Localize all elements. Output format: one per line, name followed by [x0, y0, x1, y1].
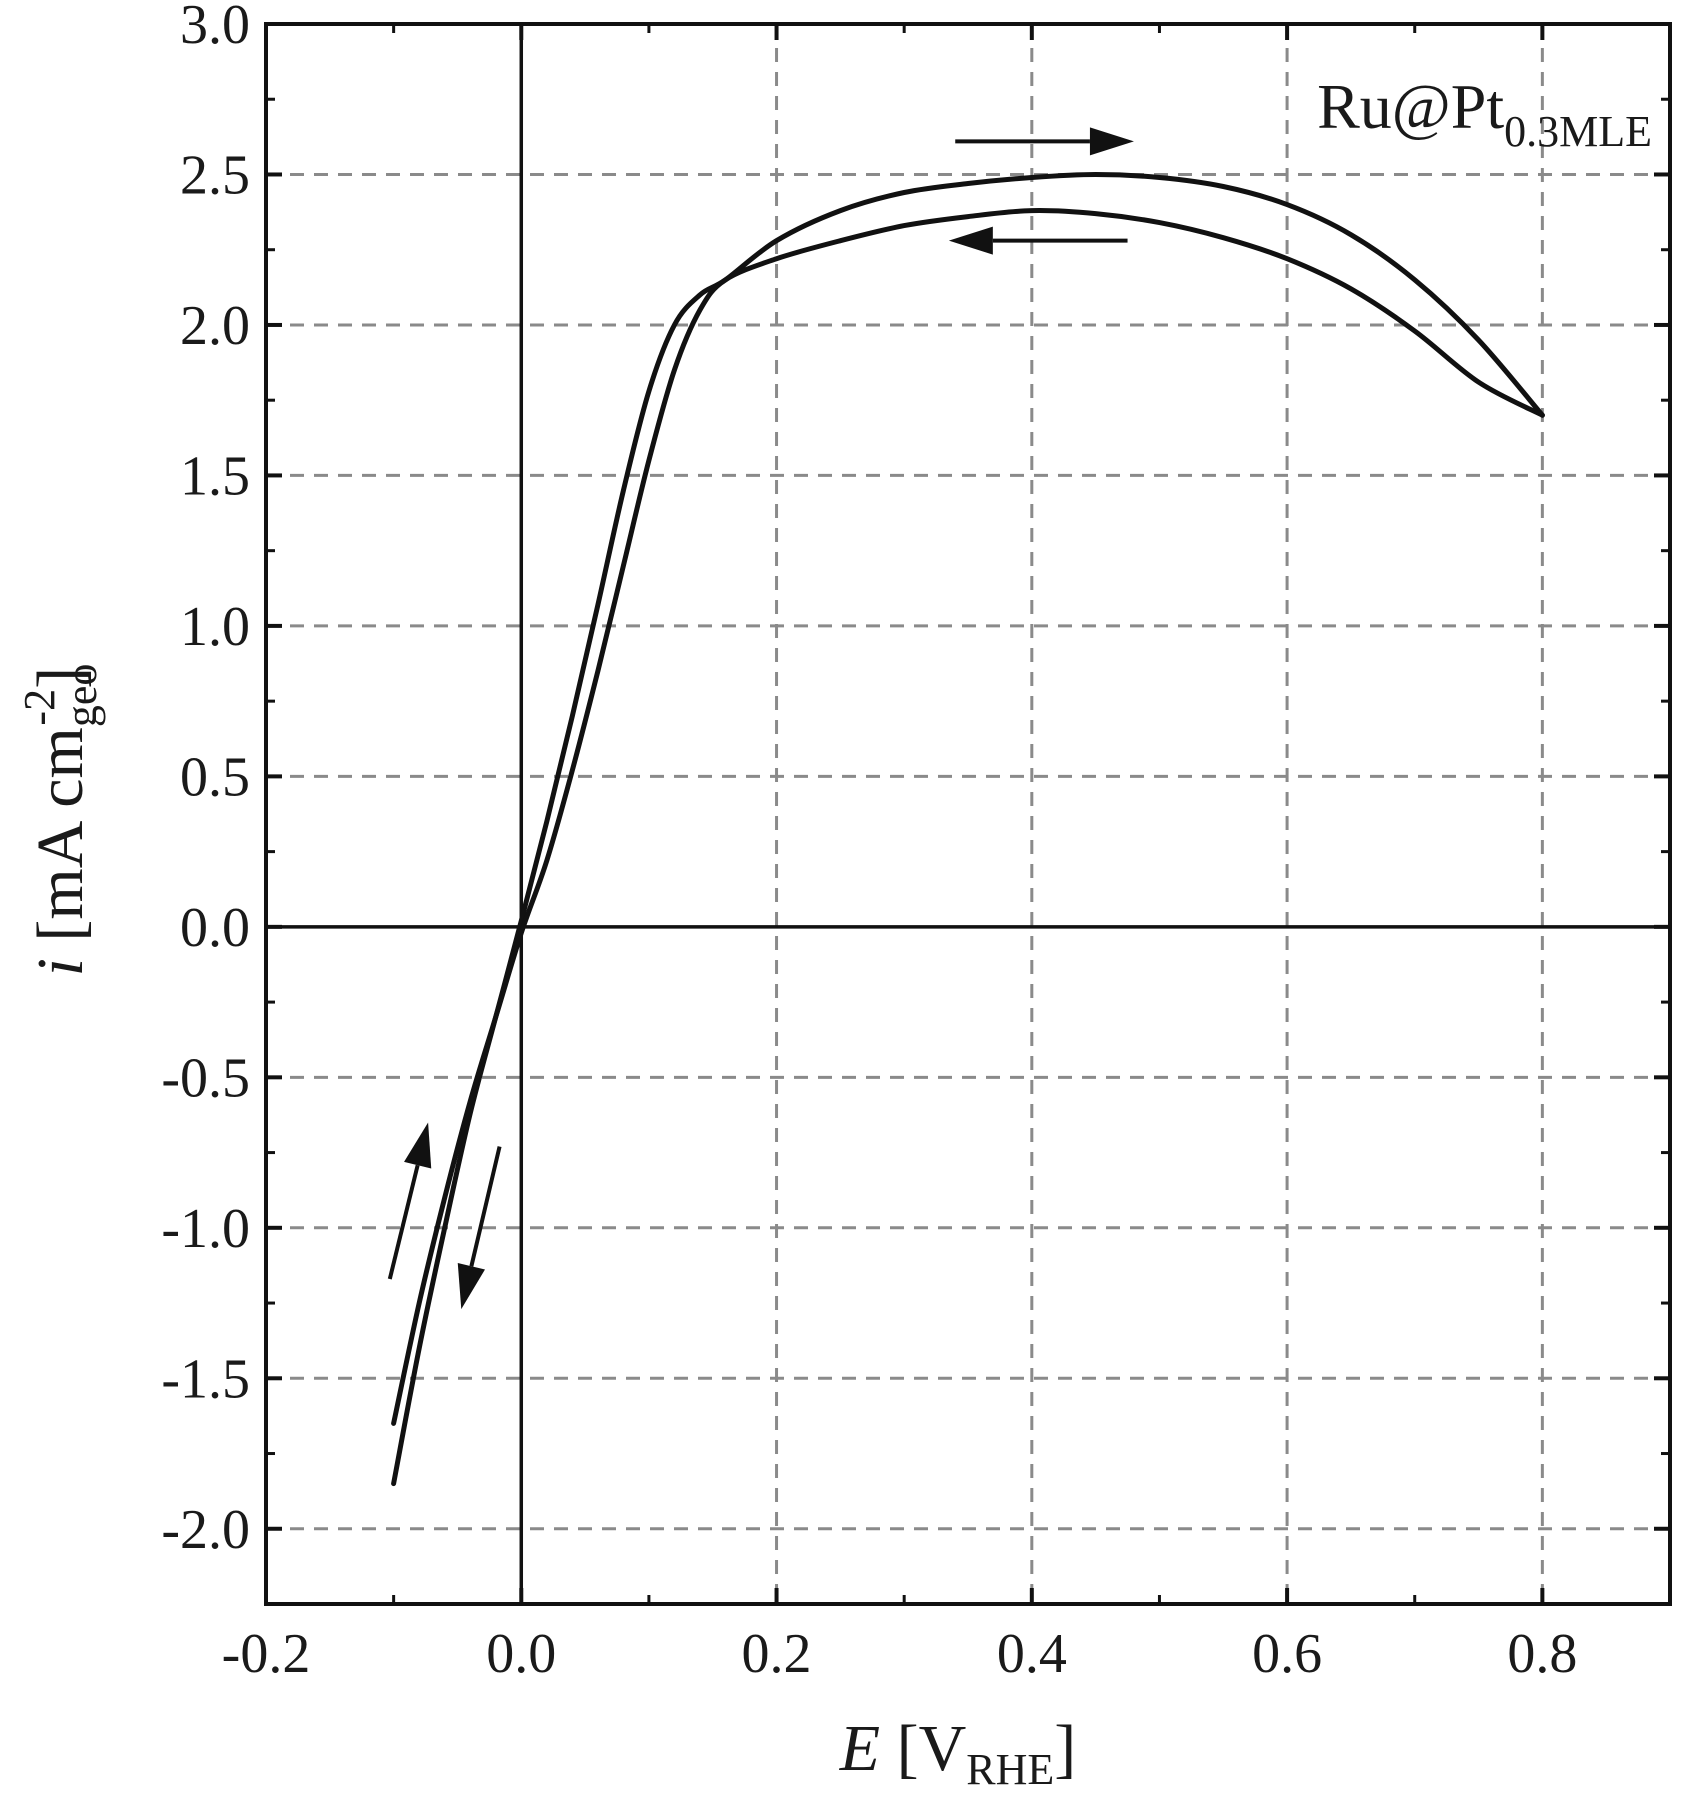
- direction-arrow-head: [1089, 127, 1134, 156]
- direction-arrow-shaft: [469, 1146, 502, 1267]
- x-axis-label-close: ]: [1054, 1712, 1076, 1785]
- y-tick-label: -0.5: [161, 1047, 250, 1109]
- x-tick-label: -0.2: [222, 1623, 311, 1685]
- series-cathodic-scan: [391, 208, 1545, 1426]
- y-axis-label-superscript: -2: [15, 689, 64, 726]
- y-tick-label: -1.5: [161, 1348, 250, 1410]
- x-axis-label: E [VRHE]: [839, 1712, 1076, 1794]
- x-tick-label: 0.2: [742, 1623, 812, 1685]
- y-axis-label-subscript: geo: [57, 664, 106, 728]
- sample-annotation: Ru@Pt0.3MLE: [1317, 71, 1652, 156]
- x-axis-label-symbol: E: [839, 1712, 880, 1785]
- y-axis-label-unit: [mA cm: [24, 727, 97, 958]
- x-axis-label-unit: [V: [880, 1712, 966, 1785]
- y-tick-label: 1.0: [180, 596, 250, 658]
- y-tick-label: 0.5: [180, 746, 250, 808]
- arrow-layer: [387, 127, 1134, 1310]
- zero-lines: [266, 24, 1670, 1604]
- tick-label-layer: -0.2 0.0 0.2 0.4 0.6 0.8 -2.0 -1.5 -1.0 -0.5 0.0 0.…: [161, 0, 1577, 1685]
- y-tick-label: 0.0: [180, 897, 250, 959]
- y-tick-label: 2.0: [180, 295, 250, 357]
- direction-arrow-head: [404, 1122, 432, 1169]
- tick-layer: [264, 22, 1672, 1604]
- x-tick-label: 0.8: [1507, 1623, 1577, 1685]
- grid-layer: [266, 24, 1670, 1604]
- y-axis-label-close: ]: [24, 667, 97, 689]
- y-axis-label: i [mA cmgeo-2]: [15, 664, 106, 977]
- y-axis-label-symbol: i: [24, 958, 97, 976]
- plot-frame: [264, 22, 1672, 1606]
- y-tick-label: -1.0: [161, 1198, 250, 1260]
- y-tick-label: 1.5: [180, 445, 250, 507]
- series-anodic-scan: [391, 172, 1545, 1487]
- y-tick-label: 3.0: [180, 0, 250, 56]
- annotation-subscript: 0.3MLE: [1504, 107, 1652, 156]
- y-tick-label: 2.5: [180, 144, 250, 206]
- series-layer: [391, 172, 1545, 1487]
- x-tick-label: 0.4: [997, 1623, 1067, 1685]
- direction-arrow-head: [457, 1263, 486, 1310]
- direction-arrow-head: [948, 226, 993, 255]
- x-tick-label: 0.6: [1252, 1623, 1322, 1685]
- annotation-text: Ru@Pt: [1317, 71, 1504, 142]
- x-axis-label-subscript: RHE: [966, 1745, 1054, 1794]
- x-tick-label: 0.0: [486, 1623, 556, 1685]
- y-tick-label: -2.0: [161, 1499, 250, 1561]
- direction-arrow-shaft: [387, 1164, 420, 1280]
